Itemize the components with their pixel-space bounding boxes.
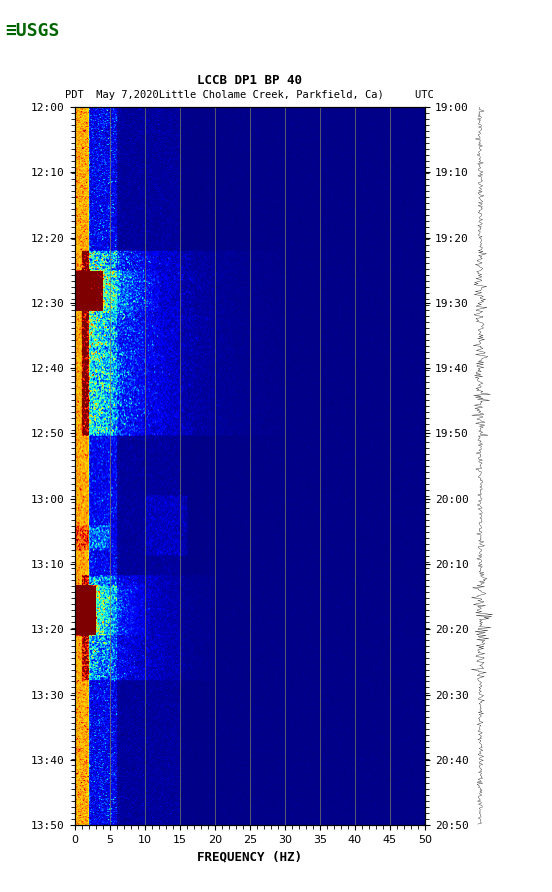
Text: LCCB DP1 BP 40: LCCB DP1 BP 40 [197, 74, 302, 87]
Text: ≡USGS: ≡USGS [6, 22, 60, 40]
X-axis label: FREQUENCY (HZ): FREQUENCY (HZ) [197, 850, 302, 863]
Text: PDT  May 7,2020Little Cholame Creek, Parkfield, Ca)     UTC: PDT May 7,2020Little Cholame Creek, Park… [65, 90, 434, 100]
